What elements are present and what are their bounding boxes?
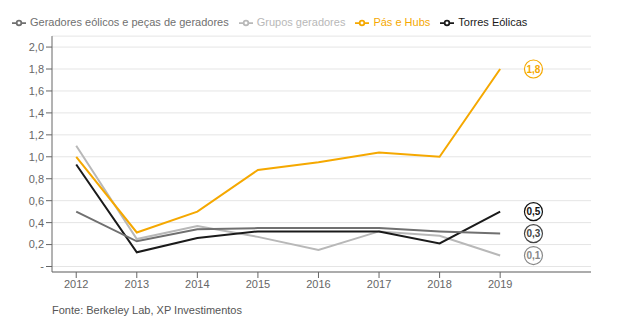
svg-text:0,5: 0,5 [527, 206, 541, 217]
svg-text:2,0: 2,0 [29, 41, 44, 53]
svg-text:1,6: 1,6 [29, 85, 44, 97]
svg-text:-: - [40, 260, 44, 272]
svg-text:0,8: 0,8 [29, 173, 44, 185]
svg-text:2019: 2019 [488, 278, 512, 290]
html-text:Geradores eólicos e peças de g: Geradores eólicos e peças de geradores [30, 16, 229, 28]
svg-text:0,1: 0,1 [527, 250, 541, 261]
html-text:Grupos geradores: Grupos geradores [256, 16, 346, 28]
svg-text:1,2: 1,2 [29, 129, 44, 141]
svg-text:0,2: 0,2 [29, 238, 44, 250]
svg-text:1,8: 1,8 [527, 64, 541, 75]
svg-text:2014: 2014 [185, 278, 209, 290]
svg-text:1,8: 1,8 [29, 63, 44, 75]
svg-text:2013: 2013 [125, 278, 149, 290]
svg-text:2017: 2017 [367, 278, 391, 290]
html-text:Pás e Hubs: Pás e Hubs [373, 16, 431, 28]
html-text:Fonte: Berkeley Lab, XP Invest: Fonte: Berkeley Lab, XP Investimentos [52, 304, 242, 316]
svg-text:0,6: 0,6 [29, 195, 44, 207]
svg-text:2018: 2018 [427, 278, 451, 290]
svg-text:2012: 2012 [64, 278, 88, 290]
html-text:Torres Eólicas: Torres Eólicas [458, 16, 528, 28]
svg-text:0,3: 0,3 [527, 228, 541, 239]
svg-text:0,4: 0,4 [29, 217, 44, 229]
svg-text:2015: 2015 [246, 278, 270, 290]
svg-text:1,0: 1,0 [29, 151, 44, 163]
svg-text:1,4: 1,4 [29, 107, 44, 119]
svg-text:2016: 2016 [306, 278, 330, 290]
